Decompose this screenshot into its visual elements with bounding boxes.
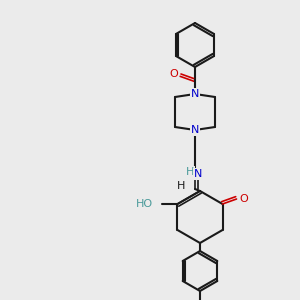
- Text: N: N: [191, 89, 199, 99]
- Text: O: O: [239, 194, 248, 204]
- Text: H: H: [177, 181, 185, 191]
- Text: HO: HO: [136, 199, 154, 209]
- Text: O: O: [169, 69, 178, 79]
- Text: N: N: [191, 125, 199, 135]
- Text: N: N: [194, 169, 202, 179]
- Text: H: H: [186, 167, 194, 177]
